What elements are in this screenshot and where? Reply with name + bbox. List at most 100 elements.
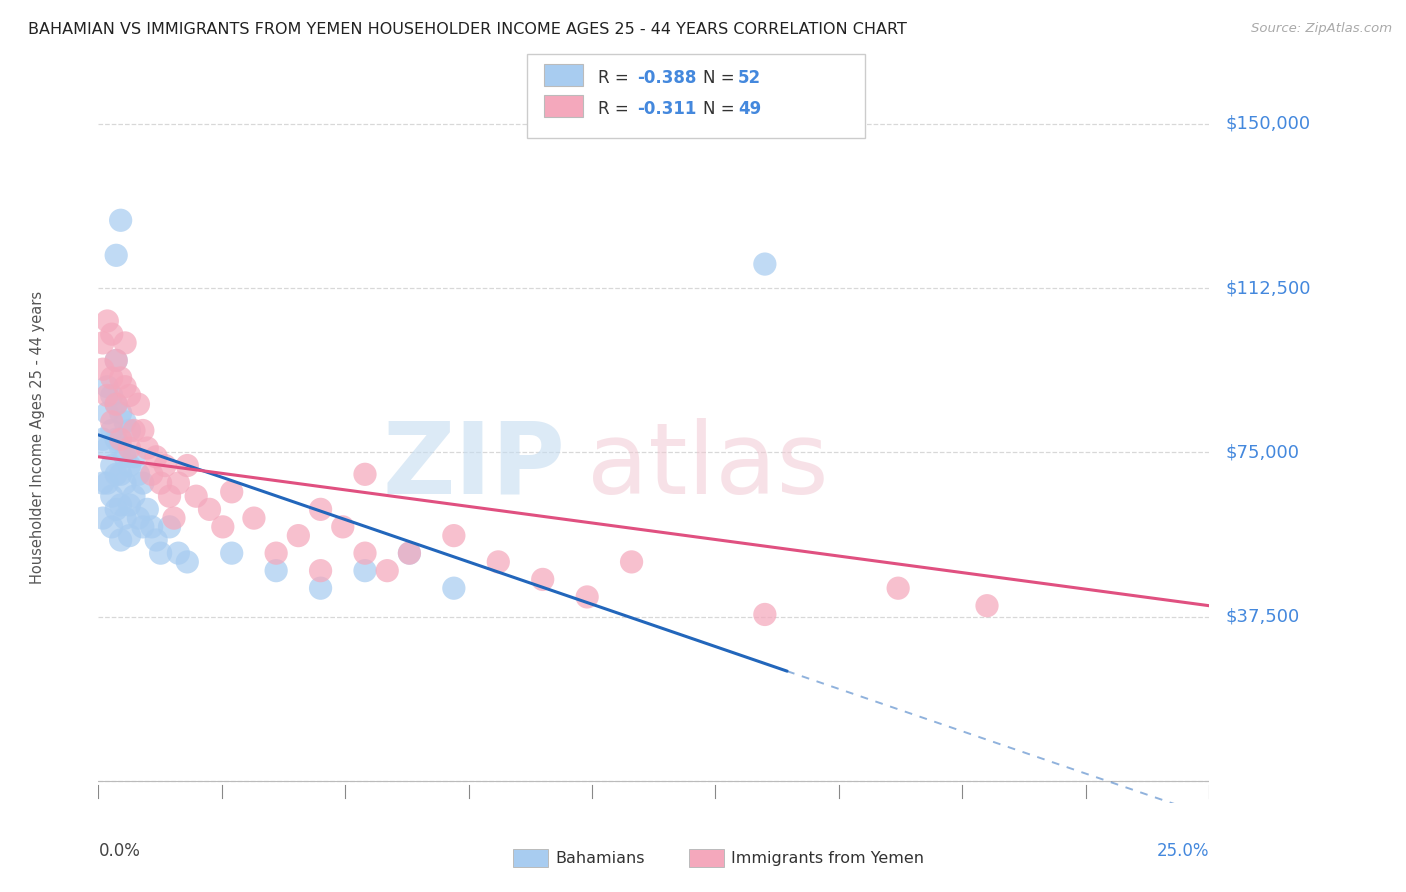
Point: [110, 406, 132, 420]
Point: [110, 371, 132, 385]
Point: [149, 476, 172, 491]
Point: [110, 533, 132, 547]
Text: Immigrants from Yemen: Immigrants from Yemen: [731, 851, 924, 865]
Point: [91, 362, 114, 376]
Text: R =: R =: [598, 100, 634, 118]
Point: [754, 607, 776, 622]
Point: [114, 511, 136, 525]
Point: [243, 511, 266, 525]
Point: [91, 511, 114, 525]
Text: 25.0%: 25.0%: [1157, 842, 1209, 860]
Point: [118, 458, 141, 473]
Point: [309, 564, 332, 578]
Point: [118, 388, 141, 402]
Point: [118, 498, 141, 512]
Text: R =: R =: [598, 69, 634, 87]
Point: [132, 476, 155, 491]
Point: [153, 458, 176, 473]
Point: [264, 546, 287, 560]
Point: [100, 424, 122, 438]
Point: [96, 388, 118, 402]
Text: $150,000: $150,000: [1226, 115, 1310, 133]
Point: [167, 476, 190, 491]
Point: [287, 528, 309, 542]
Point: [105, 397, 128, 411]
Point: [105, 353, 128, 368]
Point: [96, 441, 118, 455]
Point: [127, 397, 149, 411]
Point: [96, 380, 118, 394]
Text: $75,000: $75,000: [1226, 443, 1299, 461]
Text: -0.311: -0.311: [637, 100, 696, 118]
Point: [145, 450, 167, 464]
Point: [221, 546, 243, 560]
Point: [105, 353, 128, 368]
Point: [976, 599, 998, 613]
Point: [110, 498, 132, 512]
Point: [309, 502, 332, 516]
Point: [576, 590, 599, 604]
Text: Source: ZipAtlas.com: Source: ZipAtlas.com: [1251, 22, 1392, 36]
Point: [145, 533, 167, 547]
Point: [332, 520, 354, 534]
Point: [159, 489, 181, 503]
Point: [443, 528, 465, 542]
Text: Householder Income Ages 25 - 44 years: Householder Income Ages 25 - 44 years: [30, 291, 45, 583]
Point: [398, 546, 420, 560]
Point: [114, 476, 136, 491]
Point: [211, 520, 233, 534]
Point: [105, 502, 128, 516]
Point: [176, 555, 198, 569]
Point: [118, 424, 141, 438]
Point: [96, 314, 118, 328]
Point: [114, 380, 136, 394]
Point: [198, 502, 221, 516]
Point: [176, 458, 198, 473]
Point: [132, 520, 155, 534]
Text: N =: N =: [703, 69, 740, 87]
Point: [118, 441, 141, 455]
Point: [114, 450, 136, 464]
Point: [136, 441, 159, 455]
Point: [110, 432, 132, 446]
Point: [100, 371, 122, 385]
Point: [531, 573, 554, 587]
Point: [100, 458, 122, 473]
Text: $37,500: $37,500: [1226, 607, 1301, 625]
Point: [91, 432, 114, 446]
Point: [100, 520, 122, 534]
Text: Bahamians: Bahamians: [555, 851, 645, 865]
Point: [309, 581, 332, 595]
Point: [110, 213, 132, 227]
Point: [221, 484, 243, 499]
Point: [100, 388, 122, 402]
Point: [354, 546, 377, 560]
Point: [167, 546, 190, 560]
Point: [132, 424, 155, 438]
Point: [354, 564, 377, 578]
Text: atlas: atlas: [588, 417, 828, 515]
Point: [354, 467, 377, 482]
Text: 49: 49: [738, 100, 762, 118]
Point: [122, 450, 145, 464]
Text: 0.0%: 0.0%: [98, 842, 141, 860]
Point: [159, 520, 181, 534]
Point: [118, 528, 141, 542]
Point: [375, 564, 398, 578]
Point: [110, 441, 132, 455]
Point: [91, 335, 114, 350]
Point: [163, 511, 186, 525]
Point: [754, 257, 776, 271]
Point: [127, 467, 149, 482]
Text: 52: 52: [738, 69, 761, 87]
Point: [443, 581, 465, 595]
Text: ZIP: ZIP: [382, 417, 565, 515]
Point: [105, 248, 128, 262]
Point: [122, 489, 145, 503]
Point: [114, 335, 136, 350]
Point: [620, 555, 643, 569]
Point: [105, 467, 128, 482]
Point: [486, 555, 509, 569]
Point: [100, 327, 122, 342]
Point: [91, 476, 114, 491]
